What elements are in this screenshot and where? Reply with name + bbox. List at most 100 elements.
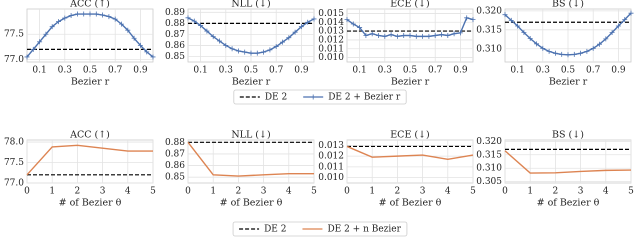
x-tick-label: 4: [445, 187, 451, 197]
plot-area: [187, 139, 315, 184]
chart-title: ECE (↓): [390, 0, 430, 10]
point-marker: [369, 31, 375, 37]
x-tick-label: 3: [261, 187, 267, 197]
y-tick-label: 0.310: [476, 44, 502, 54]
point-marker: [344, 17, 350, 23]
x-tick-label: 3: [100, 187, 106, 197]
y-tick-label: 0.305: [476, 177, 502, 187]
point-marker: [137, 42, 143, 48]
point-marker: [470, 17, 476, 23]
point-marker: [590, 45, 596, 51]
x-tick-label: 1: [527, 187, 533, 197]
x-tick-label: 0: [24, 187, 30, 197]
x-tick-label: 4: [603, 187, 609, 197]
point-marker: [267, 47, 273, 53]
point-marker: [131, 35, 137, 41]
point-marker: [43, 31, 49, 37]
y-tick-label: 0.010: [318, 53, 344, 63]
point-marker: [432, 33, 438, 38]
point-marker: [578, 50, 584, 56]
x-tick-label: 0.1: [510, 66, 524, 76]
point-marker: [420, 33, 426, 39]
point-marker: [502, 12, 508, 18]
point-marker: [261, 49, 267, 55]
y-tick-label: 0.310: [476, 164, 502, 174]
y-tick-label: 78.0: [4, 138, 24, 148]
point-marker: [24, 54, 30, 60]
x-tick-label: 5: [150, 187, 156, 197]
y-tick-label: 0.015: [318, 9, 344, 19]
legend-marker: [310, 94, 316, 100]
y-tick-label: 0.320: [476, 137, 502, 147]
point-marker: [451, 31, 457, 37]
chart-title: NLL (↓): [231, 130, 270, 141]
point-marker: [584, 48, 590, 54]
point-marker: [394, 33, 400, 39]
x-tick-label: 2: [395, 187, 401, 197]
point-marker: [191, 18, 197, 24]
y-tick-label: 0.85: [165, 173, 185, 183]
x-tick-label: 4: [125, 187, 131, 197]
point-marker: [150, 54, 156, 60]
point-marker: [68, 13, 74, 19]
legend-entry: DE 2 + Bezier r: [303, 93, 401, 103]
point-marker: [87, 11, 93, 17]
point-marker: [248, 50, 254, 56]
x-tick-label: 3: [420, 187, 426, 197]
x-tick-label: 0.5: [561, 66, 576, 76]
point-marker: [93, 11, 99, 17]
y-tick-label: 0.87: [165, 30, 185, 40]
chart-title: BS (↓): [552, 130, 584, 141]
x-axis-label: Bezier r: [232, 77, 271, 88]
x-tick-label: 0.9: [611, 66, 626, 76]
point-marker: [540, 45, 546, 51]
series-line: [26, 144, 153, 176]
x-tick-label: 0.5: [403, 66, 418, 76]
point-marker: [382, 33, 388, 39]
point-marker: [615, 23, 621, 29]
point-marker: [515, 23, 521, 29]
x-tick-label: 0.3: [378, 66, 393, 76]
x-axis-label: # of Bezier θ: [59, 198, 122, 209]
point-marker: [49, 24, 55, 30]
point-marker: [30, 46, 36, 52]
x-axis-label: Bezier r: [549, 77, 588, 88]
point-marker: [464, 15, 470, 21]
x-tick-label: 0.7: [428, 66, 443, 76]
y-tick-label: 77.5: [4, 158, 24, 168]
point-marker: [350, 21, 356, 27]
series-line: [187, 141, 314, 177]
x-tick-label: 4: [286, 187, 292, 197]
x-axis-label: Bezier r: [391, 77, 430, 88]
y-tick-label: 0.013: [318, 141, 344, 151]
chart-title: NLL (↓): [231, 0, 270, 10]
legend-label: DE 2: [264, 225, 286, 235]
x-tick-label: 2: [236, 187, 242, 197]
point-marker: [298, 24, 304, 30]
legend-label: DE 2 + n Bezier: [327, 225, 401, 235]
legend-entry: DE 2: [239, 225, 286, 235]
x-tick-label: 0: [185, 187, 191, 197]
x-tick-label: 0.5: [83, 66, 98, 76]
point-marker: [628, 10, 634, 16]
x-tick-label: 0.3: [58, 66, 73, 76]
point-marker: [388, 32, 394, 38]
y-tick-label: 0.87: [165, 149, 185, 159]
x-tick-label: 0.7: [586, 66, 601, 76]
point-marker: [457, 30, 463, 36]
x-tick-label: 0.1: [32, 66, 46, 76]
x-axis-label: # of Bezier θ: [537, 198, 600, 209]
point-marker: [112, 16, 118, 22]
point-marker: [210, 34, 216, 40]
x-tick-label: 0.7: [269, 66, 284, 76]
point-marker: [62, 15, 68, 21]
point-marker: [242, 49, 248, 55]
point-marker: [56, 19, 61, 25]
y-tick-label: 0.010: [318, 173, 344, 183]
legend-label: DE 2 + Bezier r: [328, 93, 401, 103]
point-marker: [106, 14, 112, 20]
series-line: [346, 145, 474, 161]
x-tick-label: 5: [470, 187, 476, 197]
point-marker: [609, 29, 615, 35]
point-marker: [407, 33, 413, 38]
